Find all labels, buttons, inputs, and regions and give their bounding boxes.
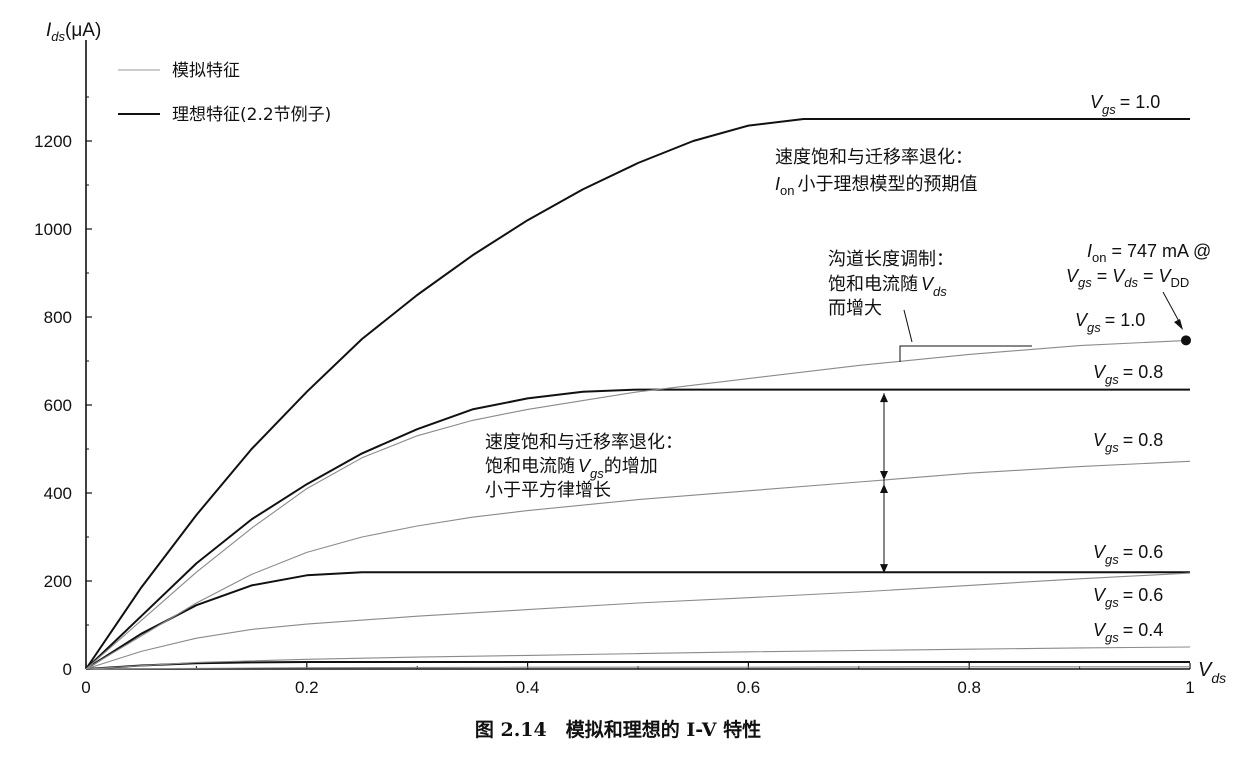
clm-leader [903,309,913,343]
label-vgs-1-sim: Vgs = 1.0 [1075,310,1145,335]
ion-arrow [1162,291,1182,326]
annotation-marks [880,291,1191,574]
y-tick-label: 1000 [34,220,72,239]
annotation-top-line1: 速度饱和与迁移率退化： [775,147,973,168]
simulated-curve-5 [85,460,1191,670]
legend: 模拟特征 理想特征(2.2节例子) [118,61,331,125]
y-axis-unit: (μA) [65,20,101,41]
y-axis-label: Ids(μA) [46,20,101,44]
ion-arrowhead [1174,319,1183,330]
legend-label-simulated: 模拟特征 [172,61,240,81]
x-tick-label: 0.6 [737,678,761,697]
simulated-curve-7 [85,646,1191,670]
x-tick-label: 0.2 [295,678,319,697]
ion-line1: Ion = 747 mA @ [1087,241,1211,265]
ideal-curve-0 [85,118,1190,670]
x-tick-label: 0.4 [516,678,540,697]
arrowhead-top [880,393,888,403]
label-vgs-06-sim: Vgs = 0.6 [1093,585,1163,610]
simulated-curve-8 [85,666,1190,670]
mid-line3: 小于平方律增长 [485,480,611,501]
label-vgs-06-ideal: Vgs = 0.6 [1093,542,1163,567]
clm-line3: 而增大 [828,298,882,319]
ideal-curve-2 [85,571,1190,670]
mid-line2: 饱和电流随 Vgs的增加 [485,456,658,481]
arrowhead-mid-down [880,471,888,480]
label-vgs-04-sim: Vgs = 0.4 [1093,620,1163,645]
arrowhead-bottom [880,564,888,574]
label-vgs-08-sim: Vgs = 0.8 [1093,430,1163,455]
clm-line1: 沟道长度调制： [828,249,954,270]
y-tick-label: 1200 [34,132,72,151]
annotation-channel-length-modulation: 沟道长度调制： 饱和电流随 Vds 而增大 [828,249,954,319]
simulated-curve-4 [85,339,1191,670]
simulated-curve-6 [85,572,1191,670]
annotation-ion-point: Ion = 747 mA @ Vgs = Vds = VDD [1066,241,1211,290]
ideal-curve-1 [85,388,1190,670]
x-axis-label: Vds [1198,659,1226,686]
ion-point-dot [1181,335,1191,346]
clm-line2: 饱和电流随 Vds [828,274,947,299]
clm-slope-marker [899,345,1032,362]
y-tick-label: 800 [44,308,72,327]
annotation-velocity-saturation-top: 速度饱和与迁移率退化： Ion 小于理想模型的预期值 [775,147,977,198]
ion-line2: Vgs = Vds = VDD [1066,266,1189,290]
arrowhead-mid-up [880,484,888,493]
label-vgs-1-ideal: Vgs = 1.0 [1090,92,1160,117]
legend-label-ideal: 理想特征(2.2节例子) [172,105,331,125]
label-vgs-08-ideal: Vgs = 0.8 [1093,362,1163,387]
y-tick-label: 200 [44,572,72,591]
figure-caption: 图 2.14 模拟和理想的 I-V 特性 [475,718,761,741]
x-tick-label: 0 [81,678,90,697]
annotation-velocity-saturation-mid: 速度饱和与迁移率退化： 饱和电流随 Vgs的增加 小于平方律增长 [485,432,683,501]
annotation-top-line2: Ion 小于理想模型的预期值 [775,174,977,198]
y-tick-label: 0 [63,660,72,679]
y-tick-label: 600 [44,396,72,415]
curves [85,118,1191,670]
x-tick-label: 0.8 [957,678,981,697]
axis-ticks: 0 0.2 0.4 0.6 0.8 1 0 200 400 600 800 1000 1200 [34,96,1195,697]
x-tick-label: 1 [1185,678,1194,697]
y-tick-label: 400 [44,484,72,503]
mid-line1: 速度饱和与迁移率退化： [485,432,683,453]
